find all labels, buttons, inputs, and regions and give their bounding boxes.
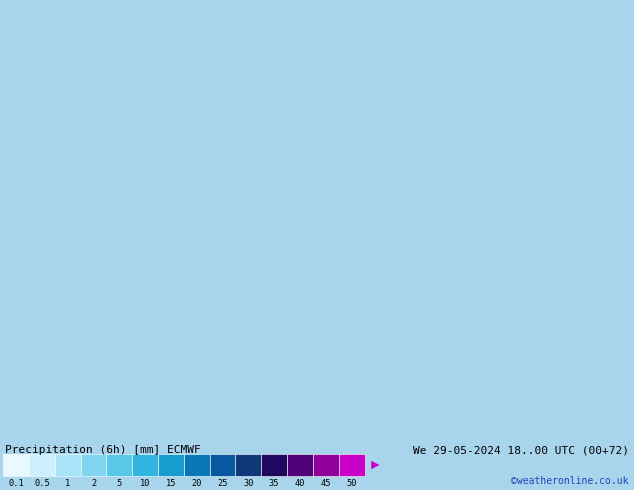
- Text: 10: 10: [140, 479, 150, 488]
- Text: Precipitation (6h) [mm] ECMWF: Precipitation (6h) [mm] ECMWF: [5, 445, 201, 455]
- Text: ©weatheronline.co.uk: ©weatheronline.co.uk: [512, 476, 629, 486]
- Text: 15: 15: [165, 479, 176, 488]
- Text: 30: 30: [243, 479, 254, 488]
- Bar: [158, 454, 184, 476]
- Bar: [29, 454, 55, 476]
- Text: 50: 50: [346, 479, 357, 488]
- Bar: [55, 454, 81, 476]
- Text: 35: 35: [269, 479, 280, 488]
- Bar: [107, 454, 133, 476]
- Bar: [3, 454, 29, 476]
- Text: 1: 1: [65, 479, 70, 488]
- Bar: [261, 454, 287, 476]
- Text: 45: 45: [321, 479, 331, 488]
- Bar: [313, 454, 339, 476]
- Bar: [184, 454, 210, 476]
- Text: We 29-05-2024 18..00 UTC (00+72): We 29-05-2024 18..00 UTC (00+72): [413, 445, 629, 455]
- Bar: [235, 454, 261, 476]
- Text: 2: 2: [91, 479, 96, 488]
- Text: 0.1: 0.1: [8, 479, 24, 488]
- Text: 40: 40: [295, 479, 305, 488]
- Text: 25: 25: [217, 479, 228, 488]
- Text: 0.5: 0.5: [34, 479, 49, 488]
- Text: 5: 5: [117, 479, 122, 488]
- Bar: [210, 454, 235, 476]
- Bar: [133, 454, 158, 476]
- Bar: [81, 454, 107, 476]
- Bar: [287, 454, 313, 476]
- Text: 20: 20: [191, 479, 202, 488]
- Bar: [339, 454, 365, 476]
